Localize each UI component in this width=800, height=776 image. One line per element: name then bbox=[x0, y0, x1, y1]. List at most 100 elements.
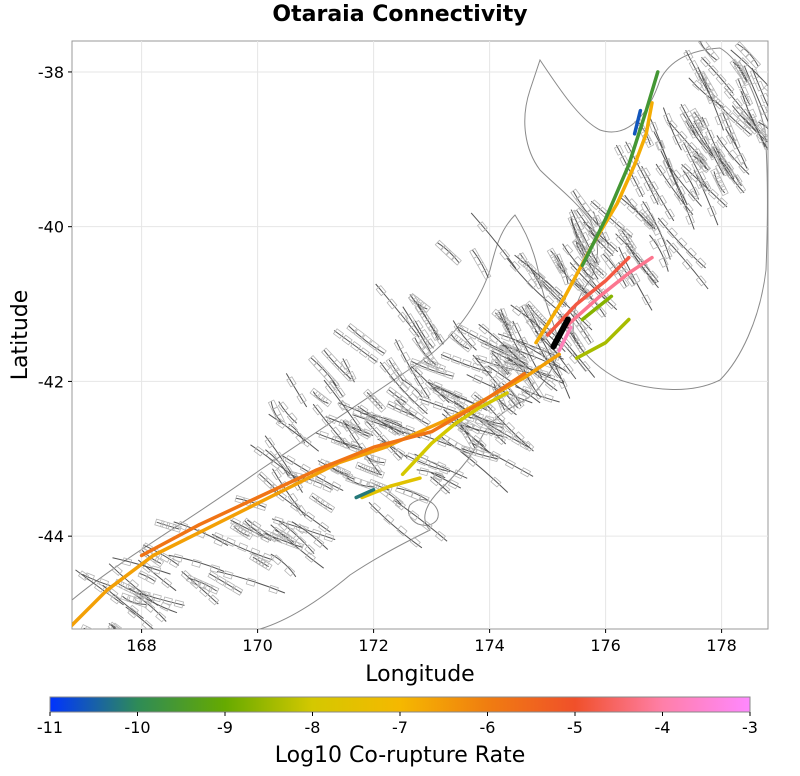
fault-patch bbox=[630, 273, 641, 285]
fault-trace bbox=[486, 422, 530, 449]
fault-patch bbox=[413, 375, 425, 387]
fault-patch bbox=[403, 487, 414, 498]
fault-patch bbox=[522, 260, 534, 273]
fault-trace bbox=[506, 257, 558, 310]
fault-trace bbox=[312, 403, 350, 449]
fault-trace bbox=[757, 121, 768, 130]
fault-patch bbox=[473, 412, 484, 422]
x-axis-label: Longitude bbox=[365, 662, 474, 687]
fault-patch bbox=[405, 409, 417, 420]
highlighted-fault-layer bbox=[550, 316, 571, 350]
x-tick-label: 176 bbox=[590, 636, 621, 655]
fault-trace bbox=[572, 190, 599, 226]
fault-patch bbox=[506, 389, 518, 401]
fault-trace bbox=[337, 402, 405, 435]
fault-patch bbox=[466, 456, 478, 467]
fault-trace bbox=[680, 103, 716, 159]
fault-patch bbox=[502, 430, 514, 441]
fault-patch bbox=[341, 420, 353, 432]
fault-patch bbox=[372, 398, 384, 410]
fault-patch bbox=[648, 181, 659, 193]
fault-patch bbox=[440, 351, 452, 361]
fault-trace bbox=[649, 234, 669, 272]
fault-patch bbox=[707, 205, 717, 217]
fault-patch bbox=[118, 581, 130, 592]
fault-patch bbox=[471, 362, 482, 372]
fault-patch bbox=[207, 570, 219, 582]
fault-patch bbox=[407, 363, 418, 375]
fault-trace bbox=[498, 311, 521, 353]
fault-trace bbox=[272, 468, 306, 517]
fault-patch bbox=[388, 372, 400, 384]
fault-patch bbox=[632, 252, 644, 264]
fault-trace bbox=[452, 320, 477, 351]
rupture-trace bbox=[534, 101, 654, 345]
colorbar-tick-label: -3 bbox=[742, 718, 758, 737]
fault-trace bbox=[625, 141, 659, 205]
fault-trace bbox=[142, 544, 180, 566]
fault-patch bbox=[409, 536, 421, 548]
fault-patch bbox=[209, 564, 221, 574]
fault-patch bbox=[770, 110, 779, 120]
fault-patch bbox=[692, 125, 704, 137]
fault-patch bbox=[478, 323, 490, 335]
fault-patch bbox=[645, 213, 656, 225]
fault-patch bbox=[386, 400, 398, 411]
fault-patch bbox=[263, 477, 275, 489]
fault-patch bbox=[739, 72, 751, 85]
x-tick-label: 168 bbox=[126, 636, 157, 655]
fault-patch bbox=[451, 355, 462, 365]
fault-patch bbox=[626, 275, 638, 287]
fault-patch bbox=[428, 356, 439, 368]
fault-trace bbox=[278, 401, 298, 424]
fault-trace bbox=[570, 218, 599, 280]
fault-patch bbox=[526, 278, 538, 290]
fault-patch bbox=[202, 582, 214, 593]
fault-patch bbox=[695, 275, 707, 287]
fault-patch bbox=[420, 386, 431, 398]
fault-trace bbox=[108, 563, 159, 606]
fault-patch bbox=[476, 221, 488, 233]
fault-patch bbox=[287, 492, 299, 504]
fault-trace bbox=[514, 254, 567, 300]
fault-patch bbox=[488, 453, 499, 463]
fault-patch bbox=[478, 426, 489, 436]
fault-patch bbox=[535, 313, 547, 325]
fault-patch bbox=[77, 635, 87, 644]
fault-patch bbox=[154, 518, 165, 528]
fault-patch bbox=[707, 188, 719, 200]
fault-patch bbox=[648, 121, 659, 133]
fault-trace bbox=[515, 386, 560, 403]
fault-patch bbox=[511, 322, 522, 334]
fault-patch bbox=[518, 336, 529, 348]
fault-patch bbox=[424, 379, 436, 390]
fault-patch bbox=[370, 502, 382, 514]
fault-patch bbox=[495, 369, 507, 381]
fault-patch bbox=[386, 298, 398, 310]
fault-patch bbox=[690, 152, 702, 164]
fault-trace bbox=[725, 128, 748, 169]
fault-patch bbox=[400, 351, 411, 363]
fault-patch bbox=[504, 325, 515, 337]
fault-patch bbox=[399, 406, 411, 417]
fault-trace bbox=[181, 571, 219, 605]
fault-trace bbox=[730, 49, 768, 87]
fault-trace bbox=[769, 99, 800, 152]
fault-patch bbox=[789, 59, 798, 69]
fault-patch bbox=[688, 59, 699, 71]
fault-patch bbox=[477, 334, 489, 345]
fault-trace bbox=[772, 111, 800, 154]
fault-patch bbox=[755, 119, 767, 131]
fault-patch bbox=[474, 449, 485, 459]
fault-patch bbox=[371, 426, 383, 438]
fault-patch bbox=[525, 317, 537, 328]
fault-patch bbox=[137, 570, 149, 581]
fault-trace bbox=[366, 420, 402, 460]
fault-trace bbox=[662, 107, 682, 151]
fault-patch bbox=[339, 401, 351, 411]
fault-patch bbox=[223, 570, 234, 580]
fault-trace bbox=[440, 354, 493, 374]
fault-patch bbox=[419, 311, 430, 323]
fault-patch bbox=[132, 596, 143, 607]
fault-patch bbox=[496, 311, 507, 323]
